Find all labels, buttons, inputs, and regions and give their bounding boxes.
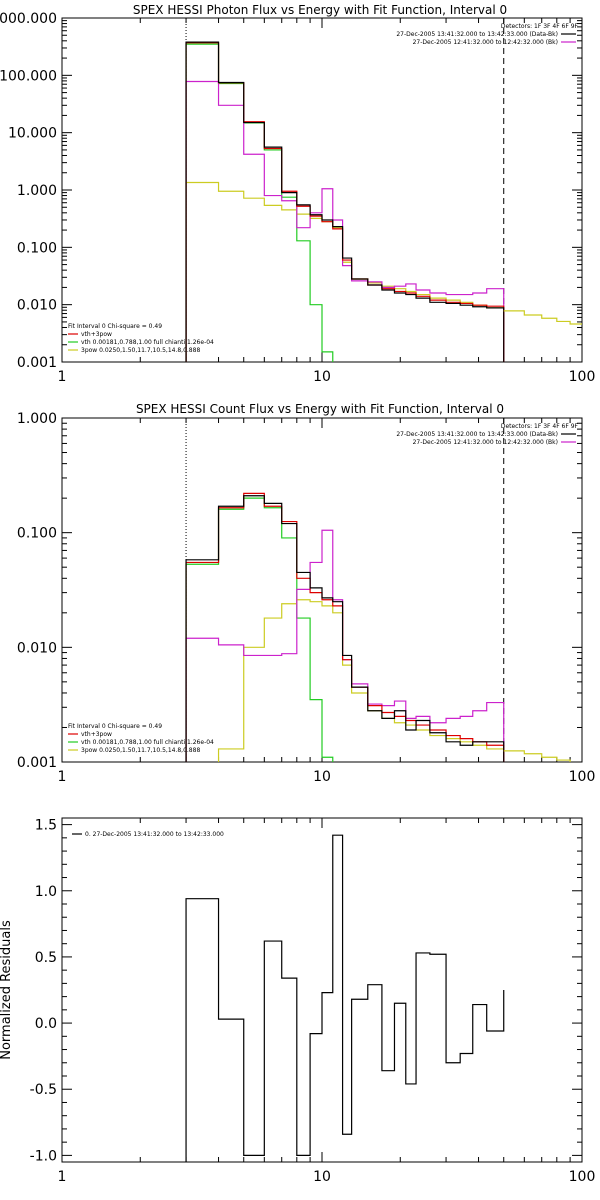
series-step-3pow xyxy=(185,181,505,362)
y-tick-label: 0.010 xyxy=(17,298,57,314)
x-tick-label: 100 xyxy=(569,769,596,785)
series-step-0-27-dec-2005-13-41-32-000-to-13-42-33-000 xyxy=(185,834,505,1162)
y-tick-label: 1.000 xyxy=(17,183,57,199)
y-tick-label: -0.5 xyxy=(30,1082,57,1098)
y-tick-label: 0.5 xyxy=(35,950,57,966)
y-tick-label: -1.0 xyxy=(30,1148,57,1164)
photon-flux-series xyxy=(185,41,582,362)
series-step-bk xyxy=(185,80,505,362)
series-step-vth xyxy=(185,497,505,762)
legend-entry-text: vth 0.00181,0.788,1.00 full chianti 1.26… xyxy=(81,339,214,346)
legend-entry-text: vth+3pow xyxy=(81,731,112,738)
legend-entry-text: 3pow 0.0250,1.50,11.7,10.5,14.8,0.888 xyxy=(81,747,200,754)
series-step-3pow xyxy=(185,599,505,762)
series-step-3pow-extension xyxy=(503,750,571,762)
series-step-data-bk xyxy=(185,495,505,762)
count-flux-title: SPEX HESSI Count Flux vs Energy with Fit… xyxy=(136,402,504,416)
series-step-data-bk xyxy=(185,41,505,362)
count-flux-panel: SPEX HESSI Count Flux vs Energy with Fit… xyxy=(17,402,595,785)
count-flux-axes: 1 10 100 0.001 0.010 0.100 1.000 xyxy=(17,411,595,785)
photon-flux-axes: 1 10 100 0.001 0.010 0.100 1.000 10.000 100.000 1… xyxy=(0,11,595,385)
series-step-vth-3pow xyxy=(185,42,505,362)
photon-flux-panel: SPEX HESSI Photon Flux vs Energy with Fi… xyxy=(0,3,595,385)
x-tick-label: 10 xyxy=(313,1169,331,1185)
y-tick-label: 0.100 xyxy=(17,240,57,256)
y-tick-label: 0.0 xyxy=(35,1016,57,1032)
y-tick-label: 0.001 xyxy=(17,355,57,371)
count-flux-series xyxy=(185,492,571,762)
legend-entry-text: Fit Interval 0 Chi-square = 0.49 xyxy=(68,323,162,330)
y-tick-label: 1.5 xyxy=(35,818,57,834)
x-tick-label: 10 xyxy=(313,369,331,385)
residuals-legend: 0. 27-Dec-2005 13:41:32.000 to 13:42:33.… xyxy=(72,831,224,838)
y-tick-label: 0.100 xyxy=(17,526,57,542)
legend-entry-text: Detectors: 1F 3F 4F 6F 9F xyxy=(501,23,579,30)
x-tick-label: 1 xyxy=(58,369,67,385)
legend-entry-text: vth 0.00181,0.788,1.00 full chianti 1.26… xyxy=(81,739,214,746)
residuals-axes: 1 10 100 -1.0 -0.5 0.0 0.5 1.0 1.5 xyxy=(30,817,596,1185)
legend-entry-text: 27-Dec-2005 13:41:32.000 to 13:42:33.000… xyxy=(396,431,558,438)
legend-entry-text: vth+3pow xyxy=(81,331,112,338)
x-tick-label: 100 xyxy=(569,1169,596,1185)
y-tick-label: 0.010 xyxy=(17,640,57,656)
legend-entry-text: 27-Dec-2005 12:41:32.000 to 12:42:32.000… xyxy=(413,39,558,46)
legend-entry-text: 27-Dec-2005 13:41:32.000 to 13:42:33.000… xyxy=(396,31,558,38)
series-step-bk xyxy=(185,529,505,762)
legend-entry-text: 0. 27-Dec-2005 13:41:32.000 to 13:42:33.… xyxy=(85,831,224,838)
x-tick-label: 100 xyxy=(569,369,596,385)
y-tick-label: 100.000 xyxy=(0,68,57,84)
x-tick-label: 10 xyxy=(313,769,331,785)
y-tick-label: 10.000 xyxy=(8,126,57,142)
series-step-vth-3pow xyxy=(185,492,505,762)
residuals-panel: Normalized Residuals 1 10 100 -1.0 -0.5 0.0 0.… xyxy=(0,817,596,1185)
series-step-3pow-extension xyxy=(503,310,582,325)
legend-entry-text: 27-Dec-2005 12:41:32.000 to 12:42:32.000… xyxy=(413,439,558,446)
photon-flux-title: SPEX HESSI Photon Flux vs Energy with Fi… xyxy=(133,3,507,17)
y-tick-label: 1.000 xyxy=(17,411,57,427)
legend-entry-text: Fit Interval 0 Chi-square = 0.49 xyxy=(68,723,162,730)
x-tick-label: 1 xyxy=(58,1169,67,1185)
y-tick-label: 1.0 xyxy=(35,884,57,900)
x-tick-label: 1 xyxy=(58,769,67,785)
legend-entry-text: Detectors: 1F 3F 4F 6F 9F xyxy=(501,423,579,430)
residuals-series xyxy=(185,834,505,1162)
residuals-y-label: Normalized Residuals xyxy=(0,920,14,1060)
y-tick-label: 0.001 xyxy=(17,755,57,771)
legend-entry-text: 3pow 0.0250,1.50,11.7,10.5,14.8,0.888 xyxy=(81,347,200,354)
